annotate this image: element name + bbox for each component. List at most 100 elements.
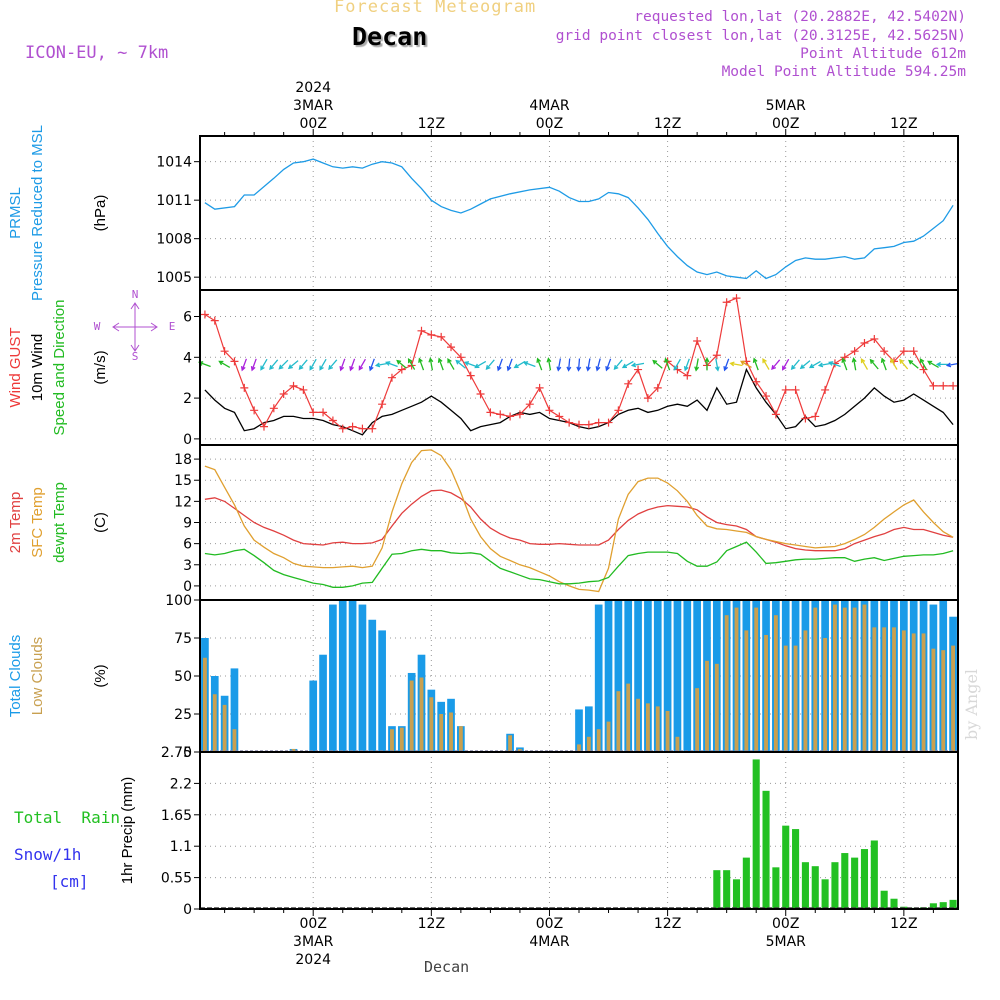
top-time-label: 5MAR	[766, 98, 807, 114]
wind-direction-arrow	[664, 357, 671, 371]
y-tick-label: 4	[183, 350, 192, 366]
precip-bar	[880, 890, 888, 909]
panel-label-line: 10m Wind	[29, 334, 46, 402]
y-tick-label: 3	[183, 558, 192, 574]
wind-direction-arrow	[260, 358, 268, 371]
panel-label-clouds: Total Clouds Low Clouds (%)	[7, 635, 109, 718]
precip-bar	[752, 759, 760, 909]
wind-direction-arrow	[374, 362, 389, 368]
gust-marker	[614, 406, 623, 415]
gust-marker	[427, 330, 436, 339]
wind-direction-arrow	[714, 358, 720, 372]
gust-marker	[397, 365, 406, 374]
gust-marker	[929, 381, 938, 390]
gust-marker	[653, 383, 662, 392]
top-time-label: 00Z	[772, 116, 799, 132]
precip-bar	[772, 867, 780, 909]
panel-wind: 0 2 4 6 Wind GUST 10m Wind Speed and Direction…	[7, 290, 958, 448]
y-tick-label: 15	[174, 473, 192, 489]
total-cloud-bar	[683, 600, 692, 752]
gust-marker	[289, 381, 298, 390]
bottom-time-label: 12Z	[890, 916, 917, 932]
low-cloud-bar	[655, 706, 660, 752]
wind-direction-arrow	[536, 357, 543, 371]
wind-direction-arrow	[496, 358, 503, 372]
panel-clouds: 0 25 50 75 100 Total Clouds Low Clouds (%)	[7, 593, 958, 761]
low-cloud-bar	[626, 683, 631, 752]
low-cloud-bar	[901, 630, 906, 752]
panel-label-line: Total Clouds	[7, 635, 24, 718]
wind-direction-arrow	[851, 357, 857, 371]
low-cloud-bar	[872, 627, 877, 752]
low-cloud-bar	[941, 650, 946, 752]
gust-marker	[220, 347, 229, 356]
wind-direction-arrow	[358, 358, 366, 371]
wind-direction-arrow	[368, 358, 375, 372]
total-cloud-bar	[663, 600, 672, 752]
precip-bar	[949, 899, 957, 909]
wind-direction-arrow	[278, 359, 289, 370]
gust-marker	[791, 385, 800, 394]
low-cloud-bar	[882, 627, 887, 752]
y-tick-label: 100	[165, 593, 192, 609]
gust-marker	[634, 365, 643, 374]
point-altitude: Point Altitude 612m	[800, 46, 966, 62]
wind-direction-arrow	[474, 360, 487, 369]
bottom-time-label: 00Z	[300, 916, 327, 932]
wind-direction-arrow	[556, 358, 562, 372]
gust-marker	[801, 414, 810, 423]
y-tick-label: 6	[183, 537, 192, 553]
y-tick-label: 18	[174, 452, 192, 468]
gust-marker	[860, 339, 869, 348]
gust-marker	[259, 422, 268, 431]
low-cloud-bar	[212, 694, 217, 752]
panel-label-line: (%)	[92, 664, 109, 687]
panel-label-pressure: PRMSL Pressure Reduced to MSL (hPa)	[7, 125, 109, 301]
panel-label-precip: 1hr Precip (mm)	[119, 777, 136, 885]
wind-direction-arrow	[828, 361, 841, 368]
total-cloud-bar	[644, 600, 652, 752]
panel-temperature: 0 3 6 9 12 15 18 2m Temp SFC Temp dewpt Temp (C)	[7, 445, 958, 600]
wind-direction-arrow	[841, 357, 848, 371]
y-tick-label: 1008	[156, 232, 192, 248]
panel-label-temperature: 2m Temp SFC Temp dewpt Temp (C)	[7, 482, 109, 563]
panel-label-line: Wind GUST	[7, 327, 24, 407]
panel-label-line: 1hr Precip (mm)	[119, 777, 136, 885]
low-cloud-bar	[695, 688, 700, 752]
location-title: Decan	[352, 22, 428, 51]
gust-marker	[348, 422, 357, 431]
total-cloud-bar	[693, 600, 701, 752]
gust-marker	[811, 412, 820, 421]
bottom-time-label: 00Z	[536, 916, 563, 932]
precip-bar	[870, 840, 878, 909]
panel-label-line: 2m Temp	[7, 492, 24, 553]
gust-marker	[515, 410, 524, 419]
wind-direction-arrow	[585, 358, 591, 372]
gust-marker	[771, 410, 780, 419]
y-tick-label: 50	[174, 669, 192, 685]
wind-direction-arrow	[522, 361, 536, 368]
precip-bar	[821, 879, 829, 909]
low-cloud-bar	[645, 703, 650, 752]
wind-direction-arrow	[869, 358, 879, 370]
model-point-altitude: Model Point Altitude 594.25m	[721, 64, 966, 80]
low-cloud-bar	[842, 607, 847, 752]
total-cloud-bar	[594, 604, 603, 752]
low-cloud-bar	[665, 710, 670, 752]
wind-direction-arrow	[630, 362, 645, 368]
gust-marker	[506, 412, 515, 421]
low-cloud-bar	[222, 704, 227, 752]
gust-marker	[781, 385, 790, 394]
wind-direction-arrow	[704, 357, 710, 371]
wind-direction-arrow	[407, 358, 416, 370]
wind-direction-arrow	[298, 359, 308, 371]
precip-bar	[742, 857, 750, 909]
gust-marker	[624, 379, 633, 388]
sfc-temp-line	[204, 449, 954, 593]
wind-direction-arrow	[782, 358, 790, 371]
low-cloud-bar	[783, 645, 788, 752]
total-cloud-bar	[585, 706, 593, 752]
panel-label-line: (C)	[92, 512, 109, 533]
low-cloud-bar	[232, 729, 237, 752]
